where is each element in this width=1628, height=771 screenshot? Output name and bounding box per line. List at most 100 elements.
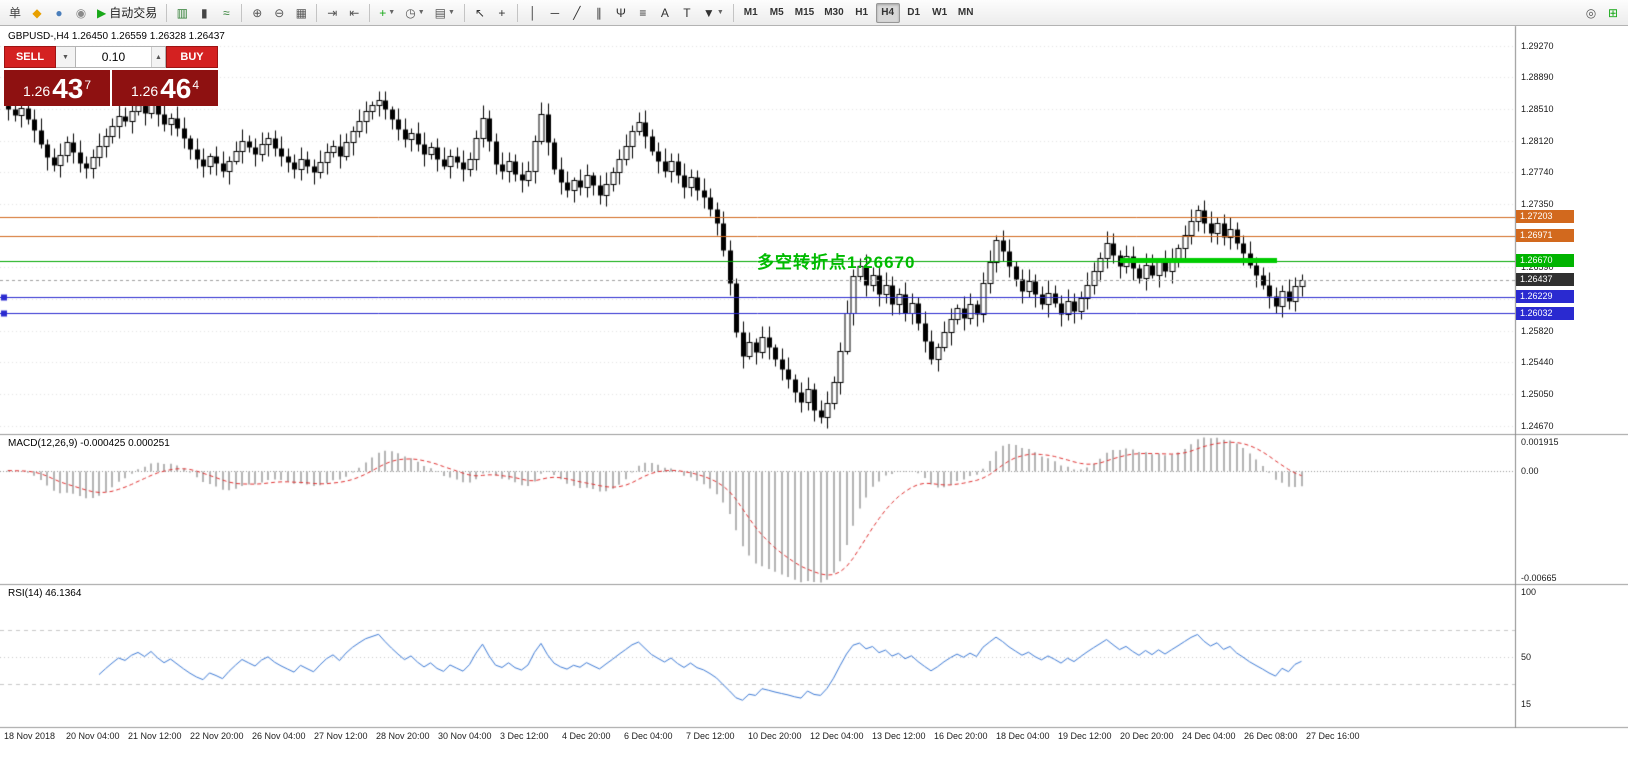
sell-price-big: 43 [52,73,84,104]
chart-annotation-text: 多空转折点1.26670 [757,253,916,272]
trendline-icon: ╱ [573,5,581,20]
tile-windows-button[interactable]: ▦ [291,3,311,23]
sell-price-sup: 7 [84,78,92,92]
chart-shift-icon: ⇤ [349,5,360,20]
symbol-ohlc-label: GBPUSD-,H4 1.26450 1.26559 1.26328 1.264… [8,31,225,42]
templates-button[interactable]: ▤ ▼ [431,3,459,23]
search-icon[interactable]: ◎ [1581,3,1601,23]
crosshair-icon: + [498,5,506,20]
label-icon: T [683,5,691,20]
shapes-icon: ▼ [702,5,715,20]
channel-button[interactable]: ∥ [589,3,609,23]
buy-price-prefix: 1.26 [130,83,159,99]
lot-size-field: ▲ [75,46,166,68]
toolbar-separator [166,3,168,22]
buy-price-panel[interactable]: 1.26 46 4 [112,70,218,106]
horizontal-line-button[interactable]: ─ [545,3,565,23]
toolbar: 单 ◆ ● ◉ ▶ 自动交易 ▥ ▮ ≈ ⊕ ⊖ ▦ ⇥ ⇤ + ▼ ◷ ▼ ▤ ▼ ↖ + │ ─ ╱ ∥ Ψ ≡ A T ▼ ▼ M1 M5 M… [0,0,1628,26]
order-type-dropdown[interactable]: ▼ [56,46,76,68]
crosshair-button[interactable]: + [492,3,512,23]
candlestick-chart-button[interactable]: ▮ [194,3,214,23]
sell-button[interactable]: SELL [4,46,56,68]
periods-button[interactable]: ◷ ▼ [401,3,428,23]
timeframe-M30-button[interactable]: M30 [820,3,847,23]
vertical-line-button[interactable]: │ [523,3,543,23]
chevron-down-icon: ▼ [388,9,396,16]
toolbar-separator [463,3,465,22]
one-click-trading-panel: SELL ▼ ▲ BUY 1.26 43 7 1.26 46 4 [4,46,218,106]
templates-icon: ▤ [434,5,446,20]
lot-size-input[interactable] [75,47,151,67]
tile-windows-icon: ▦ [295,5,307,20]
fibonacci-button[interactable]: ≡ [633,3,653,23]
fibonacci-icon: ≡ [639,5,647,20]
trade-controls-row: SELL ▼ ▲ BUY [4,46,218,68]
bar-chart-button[interactable]: ▥ [172,3,192,23]
buy-price-big: 46 [160,73,192,104]
toolbar-separator [516,3,518,22]
cursor-icon: ↖ [474,5,485,20]
chevron-down-icon: ▼ [417,9,425,16]
text-button[interactable]: A [655,3,675,23]
timeframe-M15-button[interactable]: M15 [791,3,818,23]
indicators-button[interactable]: + ▼ [375,3,399,23]
chevron-down-icon: ▼ [447,9,455,16]
chevron-down-icon: ▼ [62,53,69,61]
shapes-button[interactable]: ▼ ▼ [699,3,728,23]
line-chart-button[interactable]: ≈ [216,3,236,23]
label-button[interactable]: T [677,3,697,23]
info-icon[interactable]: ◉ [71,3,91,23]
periods-icon: ◷ [405,5,416,20]
new-chart-icon: ⊞ [1607,5,1619,20]
channel-icon: ∥ [595,5,602,20]
pitchfork-icon: Ψ [615,5,626,20]
chart-shift-button[interactable]: ⇤ [344,3,364,23]
auto-scroll-button[interactable]: ⇥ [322,3,342,23]
horizontal-line-icon: ─ [550,5,560,20]
lot-increase-button[interactable]: ▲ [151,47,165,67]
auto-scroll-icon: ⇥ [327,5,338,20]
timeframe-MN-button[interactable]: MN [954,3,978,23]
pitchfork-button[interactable]: Ψ [611,3,631,23]
line-chart-icon: ≈ [222,5,230,20]
timeframe-W1-button[interactable]: W1 [928,3,952,23]
profile-icon[interactable]: ● [49,3,69,23]
autotrading-button-label: 自动交易 [109,6,158,20]
toolbar-separator [732,3,734,22]
zoom-out-button[interactable]: ⊖ [269,3,289,23]
profile-icon-icon: ● [55,5,63,20]
toolbar-separator [241,3,243,22]
zoom-in-icon: ⊕ [252,5,263,20]
search-icon-icon: ◎ [1585,5,1597,20]
market-watch-icon-icon: ◆ [32,5,42,20]
timeframe-M5-button[interactable]: M5 [765,3,789,23]
new-order-button-label: 单 [9,6,22,20]
timeframe-D1-button[interactable]: D1 [902,3,926,23]
new-order-button[interactable]: 单 [5,3,25,23]
chevron-down-icon: ▼ [716,9,724,16]
timeframe-H4-button[interactable]: H4 [875,2,900,23]
autotrading-button[interactable]: ▶ 自动交易 [93,3,161,23]
toolbar-separator [316,3,318,22]
zoom-out-icon: ⊖ [274,5,285,20]
info-icon-icon: ◉ [75,5,87,20]
autotrading-icon: ▶ [97,5,107,20]
rsi-panel-title: RSI(14) 46.1364 [8,588,82,599]
sell-price-panel[interactable]: 1.26 43 7 [4,70,110,106]
text-icon: A [660,5,669,20]
buy-price-sup: 4 [192,78,200,92]
macd-panel-title: MACD(12,26,9) -0.000425 0.000251 [8,438,170,449]
new-chart-button[interactable]: ⊞ [1603,3,1623,23]
timeframe-H1-button[interactable]: H1 [850,3,874,23]
zoom-in-button[interactable]: ⊕ [247,3,267,23]
bar-chart-icon: ▥ [176,5,188,20]
cursor-button[interactable]: ↖ [470,3,490,23]
market-watch-icon[interactable]: ◆ [27,3,47,23]
timeframe-M1-button[interactable]: M1 [739,3,763,23]
vertical-line-icon: │ [529,5,537,20]
buy-button[interactable]: BUY [166,46,218,68]
indicators-icon: + [379,5,387,20]
trendline-button[interactable]: ╱ [567,3,587,23]
